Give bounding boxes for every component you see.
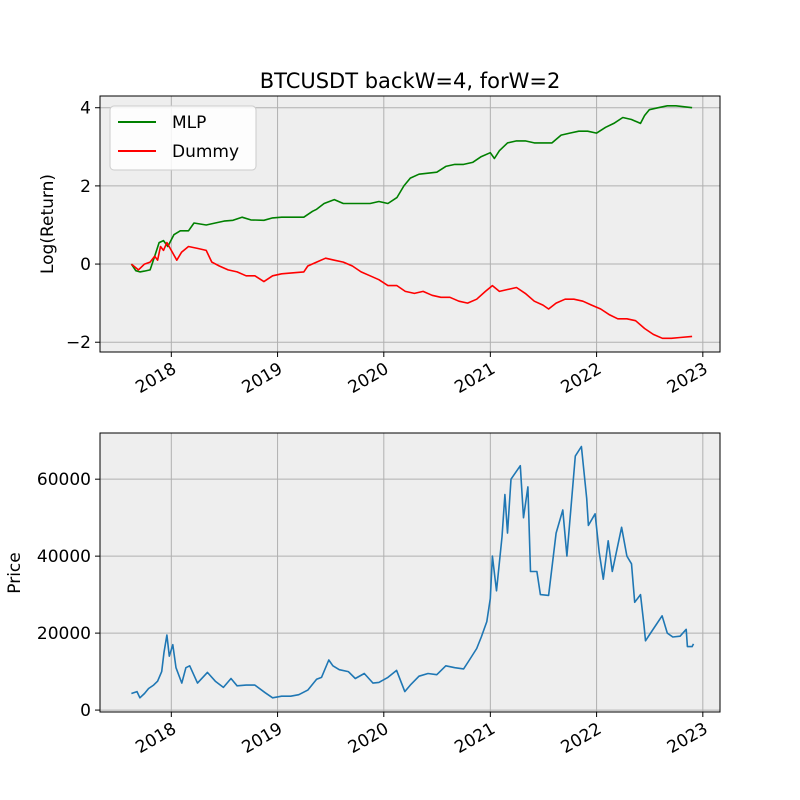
- x-tick-label: 2019: [239, 359, 286, 398]
- return-plot-frame: [99, 95, 721, 353]
- return-y-ticks: −2 0 2 4: [66, 99, 100, 353]
- y-tick-label: 2: [80, 177, 91, 197]
- y-tick-label: 20000: [37, 624, 91, 644]
- legend-label-mlp: MLP: [172, 113, 206, 133]
- x-tick-label: 2023: [664, 359, 711, 398]
- price-plot-frame: [99, 432, 721, 713]
- x-tick-label: 2019: [239, 719, 286, 758]
- dummy-series-line: [130, 241, 693, 340]
- price-x-ticks: 2018 2019 2020 2021 2022 2023: [132, 712, 711, 758]
- return-chart-title: BTCUSDT backW=4, forW=2: [260, 69, 561, 93]
- y-tick-label: 0: [80, 255, 91, 275]
- y-tick-label: 60000: [37, 470, 91, 490]
- x-tick-label: 2020: [345, 719, 392, 758]
- price-series: [131, 445, 695, 699]
- return-grid: [100, 96, 720, 352]
- price-chart: 2018 2019 2020 2021 2022 2023 0 20000 40000 6000…: [5, 432, 721, 758]
- y-tick-label: 0: [80, 701, 91, 721]
- price-y-axis-label: Price: [5, 552, 25, 593]
- x-tick-label: 2018: [132, 359, 179, 398]
- y-tick-label: −2: [66, 333, 91, 353]
- return-series: [130, 105, 693, 340]
- x-tick-label: 2021: [451, 359, 498, 398]
- price-series-line: [131, 445, 695, 699]
- y-tick-label: 40000: [37, 547, 91, 567]
- mlp-series-line: [130, 105, 693, 273]
- legend-label-dummy: Dummy: [172, 142, 239, 162]
- return-y-axis-label: Log(Return): [38, 174, 58, 274]
- return-legend: MLP Dummy: [109, 105, 257, 171]
- x-tick-label: 2022: [558, 359, 605, 398]
- y-tick-label: 4: [80, 99, 91, 119]
- x-tick-label: 2022: [558, 719, 605, 758]
- x-tick-label: 2021: [451, 719, 498, 758]
- return-chart: BTCUSDT backW=4, forW=2 2018 2019 2020 2021…: [38, 69, 721, 398]
- x-tick-label: 2018: [132, 719, 179, 758]
- price-grid: [100, 433, 720, 712]
- price-plot-area: [100, 433, 720, 712]
- x-tick-label: 2023: [664, 719, 711, 758]
- price-y-ticks: 0 20000 40000 60000: [37, 470, 100, 721]
- return-x-ticks: 2018 2019 2020 2021 2022 2023: [132, 352, 711, 398]
- x-tick-label: 2020: [345, 359, 392, 398]
